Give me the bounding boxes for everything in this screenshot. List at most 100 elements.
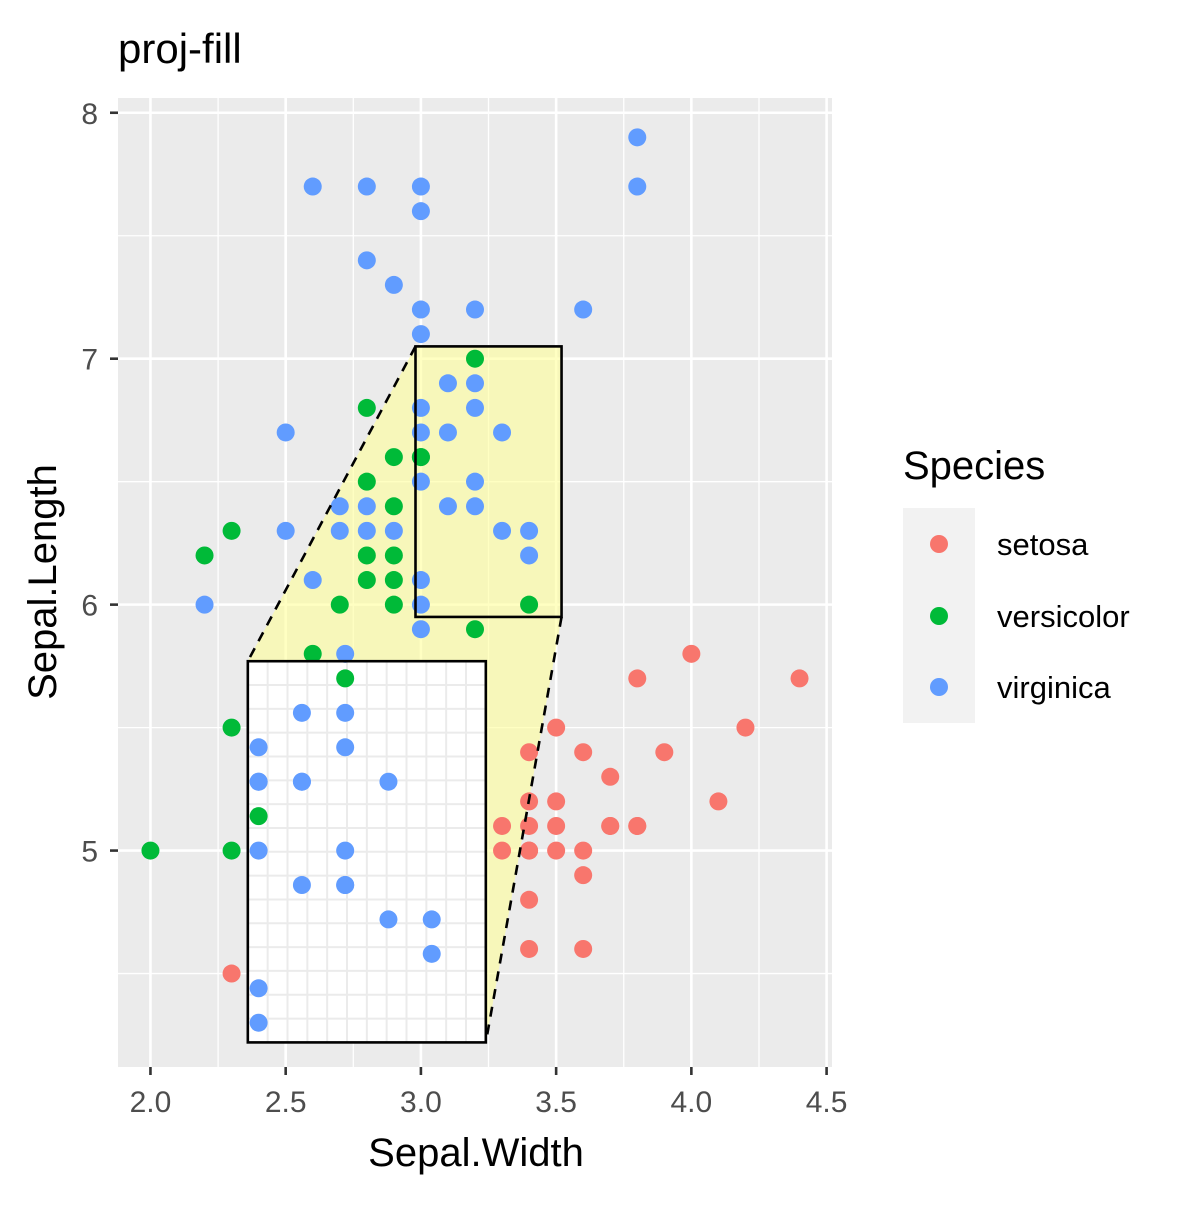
data-point-virginica <box>384 521 403 540</box>
data-point-virginica <box>520 521 539 540</box>
data-point-virginica <box>520 546 539 565</box>
x-tick-label: 3.0 <box>400 1086 442 1119</box>
y-tick-label: 8 <box>81 98 98 131</box>
y-axis-title: Sepal.Length <box>21 464 65 700</box>
data-point-versicolor <box>384 497 403 516</box>
data-point-virginica <box>628 177 647 196</box>
data-point-virginica <box>330 497 349 516</box>
magnified-point-virginica <box>336 644 355 663</box>
x-tick-label: 4.5 <box>806 1086 848 1119</box>
magnified-point-virginica <box>249 1013 268 1032</box>
data-point-setosa <box>574 743 593 762</box>
source-window-border <box>414 345 563 619</box>
magnified-point-versicolor <box>249 807 268 826</box>
legend-label-virginica: virginica <box>997 670 1111 705</box>
data-point-virginica <box>411 325 430 344</box>
legend-key-virginica <box>930 678 948 696</box>
data-point-setosa <box>655 743 674 762</box>
chart-title: proj-fill <box>118 25 242 72</box>
data-point-virginica <box>276 423 295 442</box>
points-layer <box>141 128 809 1043</box>
x-tick-label: 2.5 <box>265 1086 307 1119</box>
data-point-virginica <box>357 177 376 196</box>
data-point-virginica <box>466 472 484 491</box>
data-point-setosa <box>493 841 512 860</box>
data-point-versicolor <box>384 448 403 467</box>
data-point-versicolor <box>357 472 376 491</box>
magnified-point-virginica <box>336 738 355 757</box>
data-point-virginica <box>466 398 484 417</box>
data-point-setosa <box>574 939 593 958</box>
magnified-point-virginica <box>336 703 355 722</box>
data-point-versicolor <box>466 349 484 368</box>
magnified-point-virginica <box>336 841 355 860</box>
data-point-virginica <box>357 521 376 540</box>
data-point-setosa <box>520 939 539 958</box>
data-point-virginica <box>438 423 457 442</box>
data-point-setosa <box>493 816 512 835</box>
legend-label-versicolor: versicolor <box>997 599 1130 634</box>
data-point-versicolor <box>520 595 539 614</box>
data-point-versicolor <box>384 595 403 614</box>
data-point-setosa <box>547 841 566 860</box>
y-tick-label: 5 <box>81 836 98 869</box>
x-axis-title: Sepal.Width <box>368 1131 584 1175</box>
data-point-setosa <box>628 669 647 688</box>
data-point-versicolor <box>330 595 349 614</box>
data-point-setosa <box>790 669 809 688</box>
data-point-virginica <box>466 300 484 319</box>
magnified-point-virginica <box>249 772 268 791</box>
data-point-virginica <box>357 497 376 516</box>
data-point-setosa <box>709 792 728 811</box>
data-point-virginica <box>411 300 430 319</box>
magnified-point-virginica <box>379 910 398 929</box>
data-point-setosa <box>601 816 620 835</box>
data-point-virginica <box>628 128 647 147</box>
data-point-virginica <box>438 497 457 516</box>
data-point-versicolor <box>384 546 403 565</box>
data-point-versicolor <box>303 644 322 663</box>
data-point-setosa <box>222 964 241 983</box>
data-point-virginica <box>330 521 349 540</box>
data-point-versicolor <box>357 398 376 417</box>
data-point-setosa <box>547 792 566 811</box>
data-point-setosa <box>601 767 620 786</box>
magnified-point-virginica <box>292 772 311 791</box>
magnified-point-virginica <box>249 979 268 998</box>
data-point-setosa <box>547 718 566 737</box>
data-point-virginica <box>276 521 295 540</box>
magnified-point-virginica <box>336 876 355 895</box>
data-point-setosa <box>574 841 593 860</box>
data-point-virginica <box>411 620 430 639</box>
data-point-versicolor <box>222 718 241 737</box>
data-point-versicolor <box>357 546 376 565</box>
data-point-versicolor <box>357 571 376 590</box>
data-point-versicolor <box>466 620 484 639</box>
data-point-virginica <box>303 177 322 196</box>
data-point-versicolor <box>222 841 241 860</box>
data-point-virginica <box>195 595 214 614</box>
data-point-versicolor <box>222 521 241 540</box>
data-point-virginica <box>466 374 484 393</box>
magnified-point-virginica <box>422 910 441 929</box>
data-point-setosa <box>520 841 539 860</box>
data-point-versicolor <box>141 841 160 860</box>
data-point-setosa <box>520 743 539 762</box>
magnified-point-virginica <box>379 772 398 791</box>
data-point-virginica <box>493 423 512 442</box>
legend-key-versicolor <box>930 607 948 625</box>
inset-border <box>246 659 488 1044</box>
legend-label-setosa: setosa <box>997 527 1089 562</box>
data-point-virginica <box>493 521 512 540</box>
data-point-setosa <box>574 866 593 885</box>
y-tick-label: 7 <box>81 344 98 377</box>
magnified-point-virginica <box>249 738 268 757</box>
data-point-setosa <box>736 718 755 737</box>
x-tick-label: 2.0 <box>130 1086 172 1119</box>
data-point-virginica <box>466 497 484 516</box>
magnified-point-virginica <box>249 841 268 860</box>
data-point-virginica <box>303 571 322 590</box>
data-point-setosa <box>682 644 701 663</box>
